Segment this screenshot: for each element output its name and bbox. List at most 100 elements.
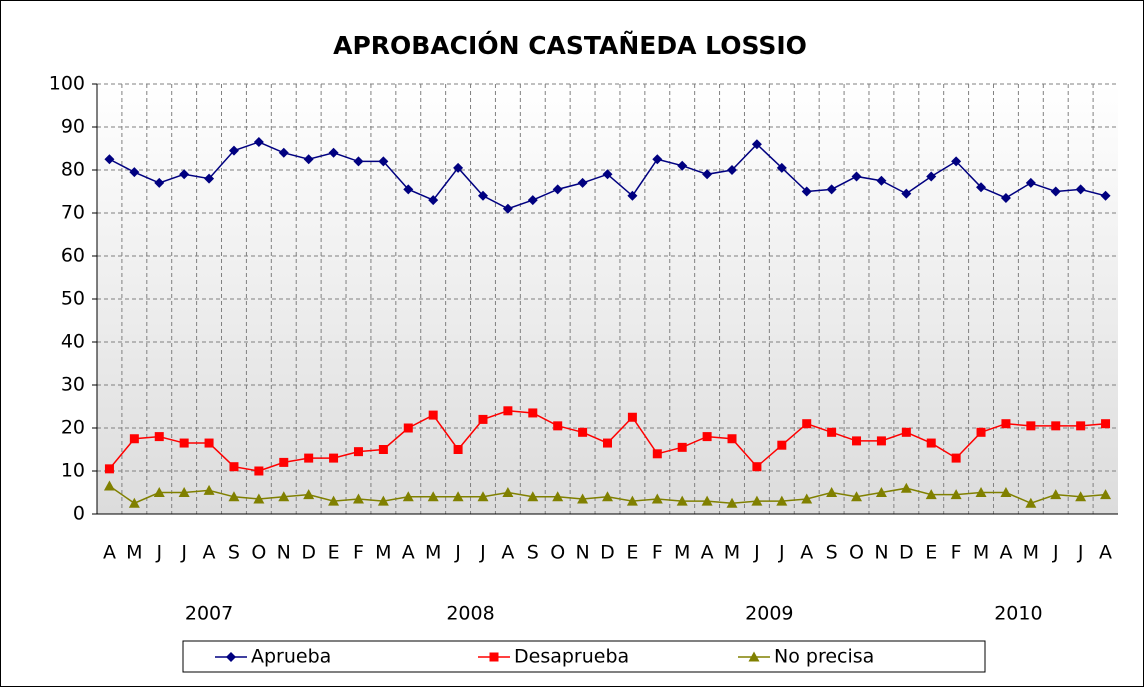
y-tick-label: 50 xyxy=(61,288,85,310)
data-point xyxy=(502,487,514,497)
x-tick-label: S xyxy=(228,542,240,564)
data-point xyxy=(253,137,264,148)
data-point xyxy=(751,495,763,506)
legend-label: Desaprueba xyxy=(514,646,629,668)
data-point xyxy=(677,160,688,171)
data-point xyxy=(676,495,688,506)
data-point xyxy=(428,410,438,420)
y-tick-label: 80 xyxy=(61,159,85,181)
data-point xyxy=(776,162,787,173)
data-point xyxy=(1051,421,1061,431)
data-point xyxy=(128,497,140,508)
data-point xyxy=(926,171,937,182)
data-point xyxy=(477,190,488,201)
data-point xyxy=(378,445,388,454)
data-point xyxy=(502,203,513,214)
data-point xyxy=(403,423,413,433)
data-point xyxy=(875,487,887,497)
data-point xyxy=(727,165,738,175)
y-tick-label: 20 xyxy=(61,417,85,439)
data-point xyxy=(1000,487,1012,497)
data-point xyxy=(503,406,513,416)
legend-marker xyxy=(489,652,499,662)
data-point xyxy=(1100,489,1112,500)
data-point xyxy=(602,169,613,180)
x-tick-label: E xyxy=(626,542,638,564)
data-point xyxy=(851,171,862,182)
x-tick-label: D xyxy=(899,542,914,564)
data-point xyxy=(652,154,663,165)
data-point xyxy=(228,491,240,502)
data-point xyxy=(777,440,787,450)
data-point xyxy=(527,491,539,502)
data-point xyxy=(975,487,987,497)
data-point xyxy=(353,156,364,167)
data-point xyxy=(428,195,439,206)
data-point xyxy=(304,453,314,463)
x-tick-label: N xyxy=(575,542,589,564)
data-point xyxy=(329,453,339,463)
data-point xyxy=(925,489,937,500)
data-point xyxy=(403,184,414,195)
data-point xyxy=(478,414,488,424)
data-point xyxy=(1026,421,1036,431)
data-point xyxy=(1000,192,1011,203)
data-point xyxy=(378,156,389,167)
data-point xyxy=(752,462,762,472)
data-point xyxy=(702,169,713,180)
data-point xyxy=(801,186,812,197)
year-label: 2008 xyxy=(446,603,494,625)
data-point xyxy=(852,436,862,446)
data-point xyxy=(1075,184,1086,195)
x-tick-label: J xyxy=(1077,542,1084,564)
y-tick-label: 10 xyxy=(61,460,85,482)
data-point xyxy=(552,184,563,195)
data-point xyxy=(228,145,239,156)
y-tick-label: 90 xyxy=(61,116,85,138)
y-tick-label: 60 xyxy=(61,245,85,267)
x-tick-label: M xyxy=(425,542,441,564)
legend-box xyxy=(182,640,986,673)
data-point xyxy=(402,491,414,502)
data-point xyxy=(303,154,314,165)
x-tick-label: A xyxy=(800,542,813,564)
x-tick-label: D xyxy=(600,542,615,564)
legend-marker xyxy=(748,651,760,662)
y-tick-label: 100 xyxy=(49,73,85,95)
data-point xyxy=(578,427,588,437)
data-point xyxy=(602,491,613,502)
year-label: 2009 xyxy=(745,603,793,625)
data-point xyxy=(702,432,712,442)
data-point xyxy=(103,480,115,491)
data-point xyxy=(203,484,215,495)
x-tick-label: M xyxy=(674,542,690,564)
data-point xyxy=(677,442,687,452)
data-point xyxy=(1025,177,1036,188)
data-point xyxy=(976,182,987,193)
x-tick-label: A xyxy=(1099,542,1112,564)
data-point xyxy=(427,491,439,502)
data-point xyxy=(528,408,538,418)
data-point xyxy=(701,495,713,506)
x-tick-label: J xyxy=(180,542,187,564)
data-point xyxy=(900,482,912,493)
data-point xyxy=(1100,190,1111,201)
x-tick-label: J xyxy=(155,542,162,564)
x-tick-label: J xyxy=(454,542,461,564)
data-point xyxy=(453,162,464,173)
data-point xyxy=(1001,419,1011,429)
data-point xyxy=(204,438,214,448)
data-point xyxy=(577,177,588,188)
x-tick-label: D xyxy=(301,542,316,564)
data-point xyxy=(651,493,663,504)
x-tick-label: A xyxy=(501,542,514,564)
data-point xyxy=(204,173,215,184)
chart-title: APROBACIÓN CASTAÑEDA LOSSIO xyxy=(333,30,807,60)
data-point xyxy=(154,177,165,188)
x-tick-label: E xyxy=(328,542,340,564)
x-tick-label: O xyxy=(251,542,266,564)
data-point xyxy=(104,154,115,165)
x-tick-label: A xyxy=(103,542,116,564)
data-point xyxy=(452,491,464,502)
data-point xyxy=(178,487,190,497)
